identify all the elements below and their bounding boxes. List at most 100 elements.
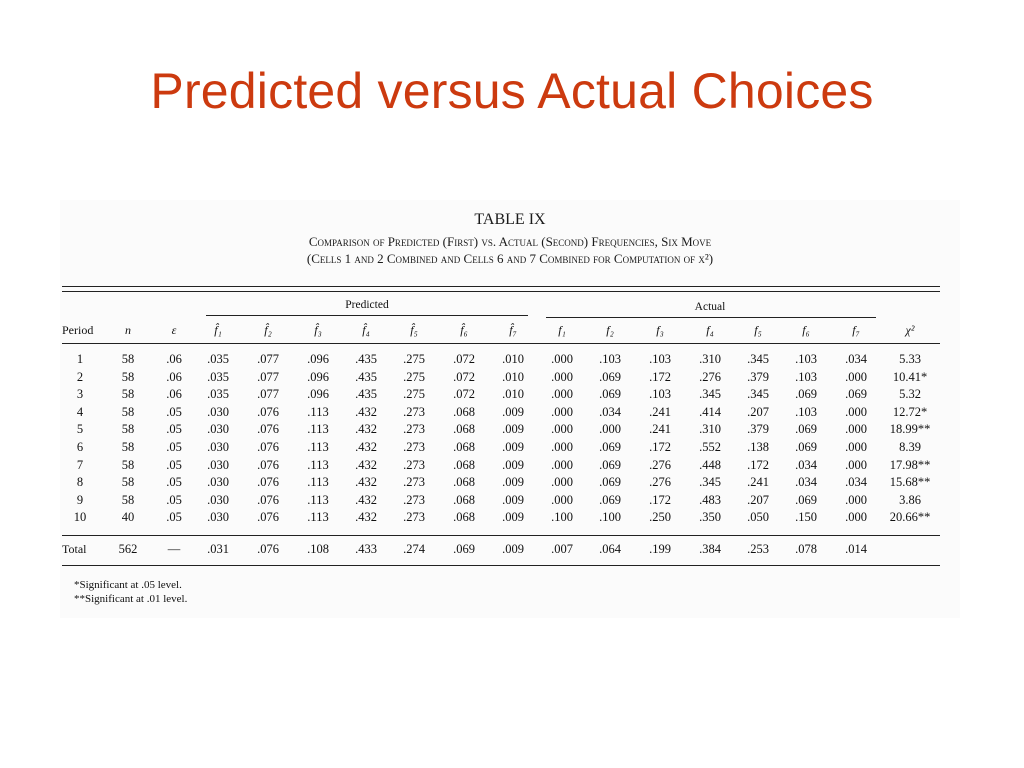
table-cell: .030: [207, 440, 229, 454]
table-cell: .030: [207, 475, 229, 489]
table-cell: .207: [747, 405, 769, 419]
column-header-n: n: [125, 323, 131, 337]
table-cell: .068: [453, 475, 475, 489]
table-cell: .000: [551, 422, 573, 436]
table-cell: .000: [551, 475, 573, 489]
table-cell: .076: [257, 422, 279, 436]
table-cell: 8.39: [899, 440, 921, 454]
header-rule: [62, 343, 940, 344]
table-cell: .030: [207, 422, 229, 436]
table-cell: .275: [403, 387, 425, 401]
table-cell: .000: [845, 458, 867, 472]
column-header-f-hat-3: f̂₃: [314, 323, 322, 337]
table-cell: .035: [207, 370, 229, 384]
total-cell: .108: [307, 542, 329, 556]
table-cell: .069: [845, 387, 867, 401]
table-cell: .113: [307, 493, 329, 507]
table-cell: .432: [355, 475, 377, 489]
column-header-f-1: f₁: [558, 323, 566, 337]
table-cell: .207: [747, 493, 769, 507]
table-cell: 1: [76, 352, 84, 366]
table-cell: 6: [76, 440, 84, 454]
total-cell: 562: [118, 542, 138, 556]
table-cell: .069: [599, 458, 621, 472]
table-cell: .069: [599, 440, 621, 454]
table-cell: .068: [453, 493, 475, 507]
total-cell: .007: [551, 542, 573, 556]
column-header-f-7: f₇: [852, 323, 860, 337]
table-cell: .000: [845, 370, 867, 384]
table-cell: .552: [699, 440, 721, 454]
table-cell: .076: [257, 405, 279, 419]
table-cell: 2: [76, 370, 84, 384]
table-cell: .000: [551, 352, 573, 366]
total-cell: .014: [845, 542, 867, 556]
slide-title: Predicted versus Actual Choices: [150, 63, 874, 119]
table-cell: .06: [166, 387, 182, 401]
total-cell: .274: [403, 542, 425, 556]
table-cell: .000: [845, 440, 867, 454]
predicted-group-rule: [206, 315, 528, 316]
table-cell: .113: [307, 422, 329, 436]
table-cell: .069: [795, 422, 817, 436]
table-cell: .432: [355, 422, 377, 436]
table-cell: .030: [207, 458, 229, 472]
table-cell: .103: [649, 387, 671, 401]
table-cell: .05: [166, 440, 182, 454]
table-cell: .275: [403, 352, 425, 366]
table-cell: 3: [76, 387, 84, 401]
table-cell: .010: [502, 387, 524, 401]
table-cell: .113: [307, 475, 329, 489]
table-cell: .432: [355, 493, 377, 507]
table-cell: 5: [76, 422, 84, 436]
table-cell: 58: [121, 458, 135, 472]
table-cell: .009: [502, 458, 524, 472]
group-label-actual: Actual: [694, 301, 726, 313]
table-cell: .345: [747, 387, 769, 401]
table-cell: .000: [551, 387, 573, 401]
table-cell: .350: [699, 510, 721, 524]
table-cell: .076: [257, 440, 279, 454]
table-cell: 58: [121, 387, 135, 401]
table-cell: .035: [207, 387, 229, 401]
total-cell: .253: [747, 542, 769, 556]
table-cell: 5.33: [899, 352, 921, 366]
column-header-f-2: f₂: [606, 323, 614, 337]
table-cell: .273: [403, 475, 425, 489]
table-cell: .05: [166, 510, 182, 524]
column-header-f-hat-7: f̂₇: [509, 323, 517, 337]
table-cell: .069: [795, 387, 817, 401]
table-cell: .273: [403, 510, 425, 524]
table-cell: .069: [599, 387, 621, 401]
table-cell: .072: [453, 352, 475, 366]
table-cell: 58: [121, 475, 135, 489]
table-cell: .068: [453, 405, 475, 419]
table-cell: 58: [121, 422, 135, 436]
table-cell: .076: [257, 458, 279, 472]
table-cell: .345: [699, 387, 721, 401]
top-double-rule-a: [62, 286, 940, 287]
table-cell: .096: [307, 387, 329, 401]
column-header-f-4: f₄: [706, 323, 714, 337]
table-notes: *Significant at .05 level. **Significant…: [74, 578, 187, 606]
table-cell: .241: [649, 405, 671, 419]
note-significance-05: *Significant at .05 level.: [74, 579, 182, 591]
table-cell: .077: [257, 352, 279, 366]
table-cell: .138: [747, 440, 769, 454]
table-cell: .448: [699, 458, 721, 472]
table-cell: .010: [502, 352, 524, 366]
table-cell: .432: [355, 510, 377, 524]
column-header-f-5: f₅: [754, 323, 762, 337]
table-cell: .000: [845, 510, 867, 524]
total-cell: .031: [207, 542, 229, 556]
table-cell: .273: [403, 440, 425, 454]
table-cell: .113: [307, 405, 329, 419]
table-cell: .000: [845, 493, 867, 507]
table-cell: .483: [699, 493, 721, 507]
table-cell: .379: [747, 370, 769, 384]
table-cell: .276: [649, 458, 671, 472]
table-cell: 12.72*: [892, 405, 928, 419]
table-cell: .100: [551, 510, 573, 524]
